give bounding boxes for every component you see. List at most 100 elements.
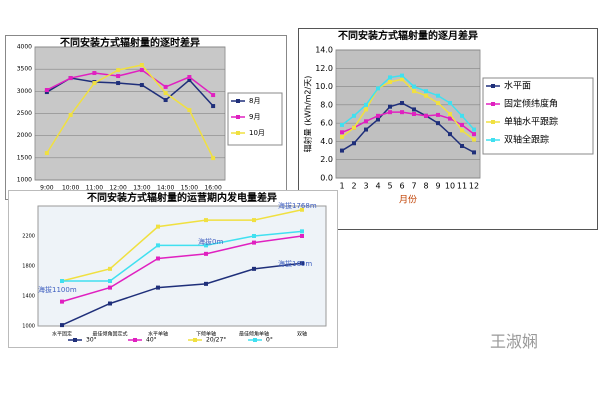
data-point — [472, 150, 476, 155]
data-point — [116, 81, 121, 86]
data-point — [424, 93, 428, 98]
legend-label: 双轴全跟踪 — [504, 134, 549, 146]
legend-box — [482, 77, 594, 155]
y-tick-label: 0.0 — [320, 174, 333, 183]
data-point — [156, 224, 160, 229]
legend-marker — [491, 138, 495, 142]
series-line — [61, 209, 303, 282]
data-point — [340, 122, 344, 127]
data-point — [139, 68, 144, 73]
data-point — [300, 207, 304, 212]
data-point — [412, 112, 416, 116]
x-tick-label: 最佳倾角固定式 — [92, 331, 127, 338]
y-tick-label: 1000 — [22, 324, 35, 330]
x-tick-label: 水平单轴 — [148, 331, 168, 338]
chart-title: 不同安装方式辐射量的运营期内发电量差异 — [87, 191, 277, 204]
series-line — [46, 69, 214, 96]
data-point — [44, 151, 49, 156]
data-point — [436, 112, 440, 117]
data-point — [252, 240, 256, 245]
data-point — [412, 89, 416, 94]
y-tick-label: 8.0 — [320, 100, 333, 109]
legend-label: 30° — [86, 337, 97, 344]
data-point — [163, 91, 168, 96]
data-point — [108, 279, 112, 283]
series-line — [46, 77, 214, 107]
data-point — [340, 148, 344, 153]
legend-marker — [253, 338, 257, 342]
data-point — [364, 119, 368, 124]
data-point — [139, 62, 144, 67]
chart: 不同安装方式辐射量的运营期内发电量差异 1000 1400 1800 2200 水平固定 最… — [8, 190, 338, 348]
data-point — [156, 285, 160, 290]
x-tick-label: 8 — [423, 182, 428, 191]
x-tick-label: 9 — [435, 182, 440, 191]
data-point — [436, 121, 440, 126]
y-axis-label: 辐射量 (kWh/m2/天) — [303, 76, 313, 153]
y-tick-label: 4000 — [17, 44, 32, 51]
data-point — [116, 68, 121, 73]
data-point — [352, 125, 356, 130]
series-line — [61, 235, 303, 303]
data-point — [472, 137, 476, 142]
watermark: 王淑娴 — [490, 332, 539, 351]
y-tick-label: 14.0 — [315, 46, 333, 55]
data-point — [156, 243, 160, 248]
annotation: 海拔1100m — [38, 285, 77, 294]
x-tick-label: 10:00 — [62, 185, 79, 192]
data-point — [388, 80, 392, 84]
data-point — [364, 127, 368, 132]
legend-label: 单轴水平跟踪 — [504, 116, 558, 128]
y-tick-label: 2500 — [17, 110, 32, 117]
data-point — [211, 93, 216, 98]
y-tick-label: 3000 — [17, 88, 32, 95]
data-point — [252, 266, 256, 271]
data-point — [364, 102, 368, 107]
y-tick-label: 1500 — [17, 154, 32, 161]
x-tick-label: 5 — [387, 182, 392, 191]
legend-label: 20/27° — [206, 337, 226, 344]
data-point — [60, 323, 64, 328]
data-point — [400, 77, 404, 82]
data-point — [204, 218, 208, 223]
data-point — [204, 243, 208, 248]
data-point — [187, 75, 192, 80]
data-point — [187, 78, 192, 83]
data-point — [400, 110, 404, 115]
data-point — [448, 112, 452, 116]
legend-label: 水平面 — [504, 80, 531, 92]
legend-marker — [236, 131, 240, 135]
data-point — [424, 89, 428, 94]
data-point — [163, 84, 168, 89]
data-point — [300, 234, 304, 238]
data-point — [340, 134, 344, 139]
data-point — [472, 127, 476, 132]
data-point — [460, 144, 464, 148]
data-point — [376, 86, 380, 91]
data-point — [252, 234, 256, 238]
data-point — [252, 218, 256, 223]
y-tick-label: 1400 — [22, 294, 35, 300]
data-point — [436, 101, 440, 106]
data-point — [436, 93, 440, 98]
x-tick-label: 最佳倾角单轴 — [239, 331, 269, 338]
data-point — [108, 285, 112, 290]
x-tick-label: 12 — [469, 182, 479, 191]
data-point — [352, 141, 356, 146]
data-point — [44, 90, 49, 95]
data-point — [352, 113, 356, 118]
legend-marker — [236, 99, 240, 103]
x-tick-label: 12:00 — [109, 185, 126, 192]
data-point — [448, 132, 452, 137]
y-tick-label: 1000 — [17, 177, 32, 184]
legend-marker — [491, 102, 495, 106]
data-point — [300, 229, 304, 234]
series-line — [61, 262, 303, 326]
y-tick-label: 10.0 — [315, 82, 333, 91]
data-point — [204, 281, 208, 286]
data-point — [340, 130, 344, 135]
data-point — [424, 113, 428, 118]
chart: 不同安装方式辐射量的逐月差异 0.0 2.0 4.0 6.0 8.0 10.0 12.0 14.… — [298, 28, 598, 230]
x-tick-label: 11:00 — [86, 185, 103, 192]
x-tick-label: 下倾单轴 — [196, 331, 216, 338]
